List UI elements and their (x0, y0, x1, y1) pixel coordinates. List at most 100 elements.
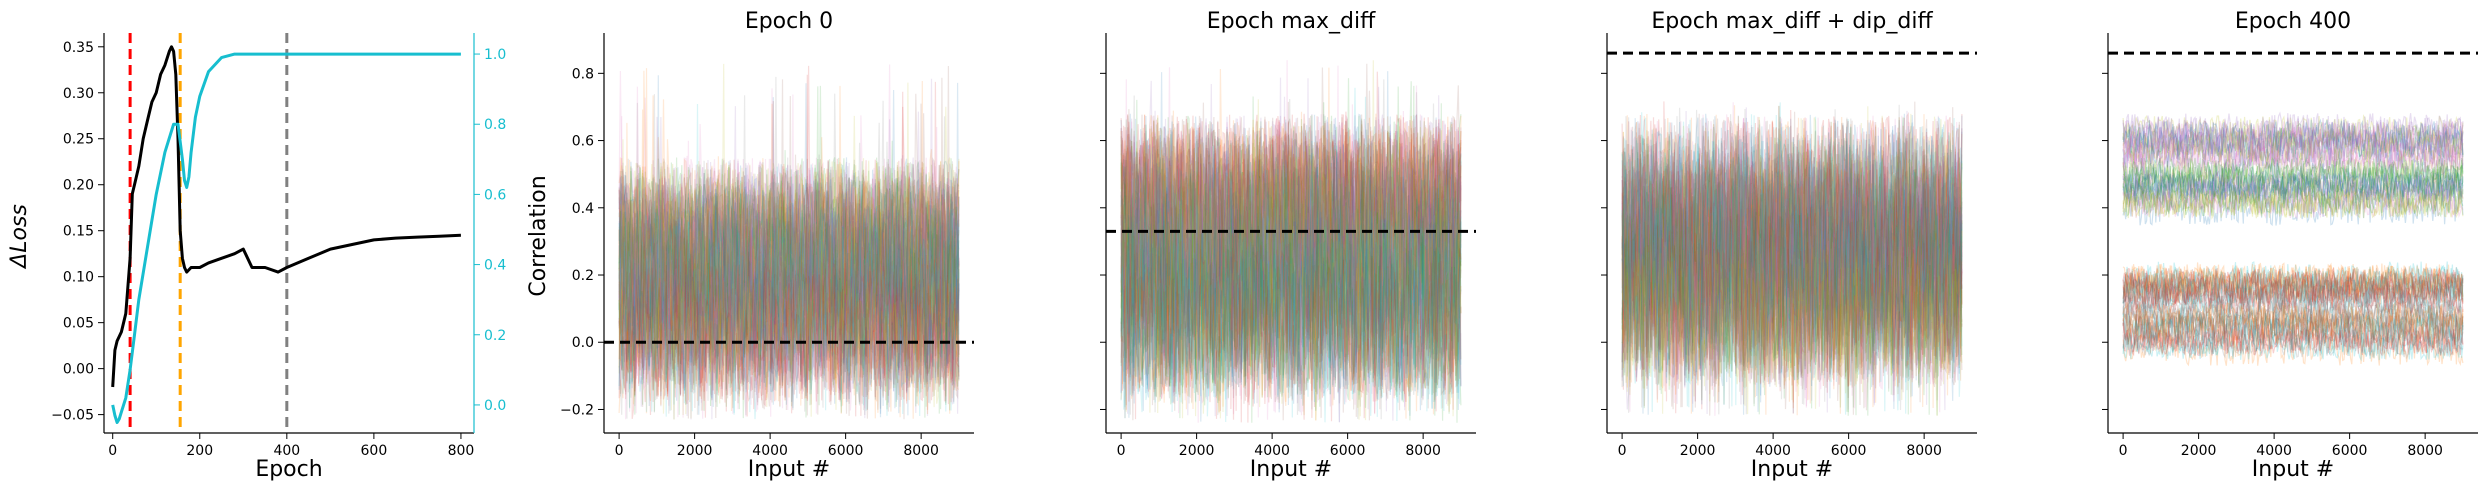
input-trace-line (2122, 261, 2464, 306)
y-tick-label: 0.35 (63, 40, 94, 56)
input-trace-line (1621, 107, 1963, 407)
input-trace-line (618, 70, 960, 418)
x-tick-label: 6000 (1330, 443, 1366, 459)
input-trace-line (1120, 127, 1462, 410)
y2-tick-label: 0.4 (484, 258, 506, 274)
input-trace-line (1621, 139, 1963, 415)
input-trace-line (2122, 179, 2464, 216)
input-trace-line (2122, 128, 2464, 164)
input-trace-line (1120, 96, 1462, 413)
x-tick-label: 400 (273, 443, 300, 459)
input-trace-line (1621, 200, 1963, 416)
input-trace-line (1120, 269, 1462, 414)
input-trace-line (2122, 182, 2464, 218)
input-trace-line (1621, 105, 1963, 416)
y-axis-label: ΔLoss (7, 204, 32, 270)
input-trace-line (1621, 120, 1963, 413)
input-trace-line (2122, 119, 2464, 153)
input-trace-line (1120, 125, 1462, 420)
input-trace-line (2122, 327, 2464, 357)
input-trace-line (1621, 114, 1963, 408)
input-trace-line (2122, 284, 2464, 317)
input-trace-line (1621, 151, 1963, 416)
input-trace-line (1120, 183, 1462, 412)
plot-area (1106, 60, 1476, 423)
input-trace-line (1621, 122, 1963, 389)
input-trace-line (618, 106, 960, 420)
input-trace-line (2122, 298, 2464, 329)
input-trace-line (1120, 204, 1462, 414)
y-tick-label: 0.20 (63, 178, 94, 194)
input-trace-line (2122, 262, 2464, 301)
input-trace-line (618, 101, 960, 412)
input-trace-line (1621, 135, 1963, 412)
input-trace-line (2122, 116, 2464, 152)
input-trace-line (1621, 164, 1963, 414)
input-trace-line (618, 139, 960, 415)
input-trace-line (1621, 104, 1963, 404)
input-trace-line (1621, 118, 1963, 392)
input-trace-line (1621, 177, 1963, 415)
input-trace-line (618, 86, 960, 418)
input-trace-line (1120, 68, 1462, 407)
input-trace-line (1120, 110, 1462, 423)
input-trace-line (618, 272, 960, 415)
input-trace-line (1120, 136, 1462, 423)
epoch-max-diff-dip-diff-panel: Epoch max_diff + dip_diff 0 2000 4000 6000 8… (1601, 9, 1977, 482)
input-trace-line (2122, 130, 2464, 164)
input-trace-line (618, 113, 960, 420)
panel-title: Epoch 0 (745, 9, 833, 34)
y2-tick-label: 0.0 (484, 398, 506, 414)
input-trace-line (1120, 86, 1462, 421)
input-trace-line (618, 85, 960, 412)
panel-title: Epoch 400 (2235, 9, 2351, 34)
y-tick-label: 0.8 (572, 66, 594, 82)
loss-series-line (111, 45, 461, 388)
input-trace-line (1120, 113, 1462, 409)
input-trace-line (1120, 111, 1462, 412)
input-trace-line (2122, 161, 2464, 199)
input-trace-line (618, 65, 960, 414)
input-trace-line (2122, 182, 2464, 227)
input-trace-line (618, 157, 960, 418)
input-trace-line (618, 94, 960, 379)
input-trace-line (1120, 130, 1462, 417)
epoch-0-panel: Epoch 0 0 2000 4000 6000 8000 −0.2 0.0 0.2 0.4 0.… (560, 9, 974, 482)
input-trace-line (618, 70, 960, 419)
input-trace-line (1121, 113, 1462, 420)
input-trace-line (2122, 266, 2464, 306)
input-trace-line (1621, 102, 1963, 413)
input-trace-line (618, 81, 960, 410)
input-trace-line (1621, 130, 1963, 405)
x-tick-label: 0 (615, 443, 624, 459)
input-trace-line (1120, 122, 1462, 403)
input-trace-line (1621, 133, 1963, 416)
input-trace-line (1621, 102, 1963, 414)
y-tick-label: −0.05 (51, 408, 94, 424)
input-trace-line (1621, 114, 1963, 401)
x-tick-label: 8000 (903, 443, 939, 459)
x-axis-label: Epoch (255, 457, 322, 482)
input-trace-line (2122, 165, 2464, 206)
input-trace-line (1621, 163, 1963, 410)
input-trace-line (2122, 190, 2464, 219)
input-trace-line (1621, 110, 1963, 382)
input-trace-line (2122, 164, 2464, 197)
input-trace-line (1621, 140, 1963, 408)
input-trace-line (1621, 206, 1963, 400)
input-trace-line (618, 207, 960, 417)
input-trace-line (618, 187, 960, 411)
input-trace-line (618, 75, 960, 414)
input-trace-line (1120, 185, 1462, 419)
input-trace-line (1621, 163, 1963, 414)
input-trace-line (1120, 60, 1462, 420)
x-axis-label: Input # (1250, 457, 1332, 482)
input-trace-line (618, 170, 960, 418)
input-trace-line (1120, 114, 1462, 375)
input-trace-line (618, 78, 960, 407)
y-tick-label: 0.0 (572, 335, 594, 351)
input-trace-line (618, 162, 960, 394)
axes: 0 200 400 600 800 −0.05 0.00 0.05 0.10 0.15 0.20 0.… (51, 33, 506, 459)
input-trace-line (618, 103, 960, 415)
input-trace-line (1120, 137, 1462, 415)
